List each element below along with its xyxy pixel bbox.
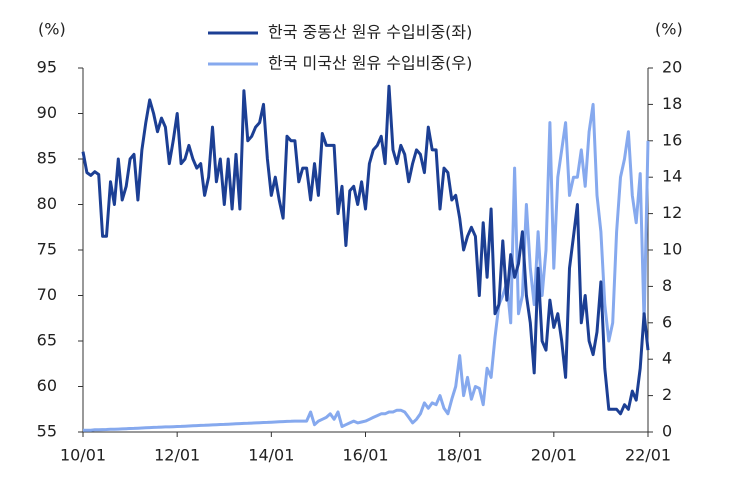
y2-tick-label: 8: [662, 276, 672, 295]
y2-tick-label: 14: [662, 167, 682, 186]
y2-tick-label: 16: [662, 130, 682, 149]
legend-label: 한국 미국산 원유 수입비중(우): [268, 54, 472, 73]
y2-tick-label: 20: [662, 58, 682, 77]
x-tick-label: 18/01: [437, 446, 483, 465]
y2-tick-label: 6: [662, 312, 672, 331]
y2-tick-label: 4: [662, 349, 672, 368]
x-tick-label: 12/01: [154, 446, 200, 465]
x-tick-label: 16/01: [342, 446, 388, 465]
y2-tick-label: 12: [662, 203, 682, 222]
y-tick-label: 85: [37, 149, 57, 168]
y-tick-label: 65: [37, 331, 57, 350]
y-tick-label: 80: [37, 194, 57, 213]
y-tick-label: 75: [37, 240, 57, 259]
y2-axis-title: (%): [655, 20, 683, 39]
x-tick-label: 14/01: [248, 446, 294, 465]
x-tick-label: 22/01: [625, 446, 671, 465]
x-tick-label: 20/01: [531, 446, 577, 465]
y-tick-label: 95: [37, 58, 57, 77]
series-line: [81, 84, 650, 416]
y2-tick-label: 18: [662, 94, 682, 113]
y-tick-label: 70: [37, 285, 57, 304]
series-line: [83, 102, 650, 432]
legend-label: 한국 중동산 원유 수입비중(좌): [268, 23, 472, 42]
y-tick-label: 55: [37, 422, 57, 441]
y-tick-label: 90: [37, 103, 57, 122]
x-tick-label: 10/01: [60, 446, 106, 465]
y2-tick-label: 0: [662, 422, 672, 441]
y2-tick-label: 10: [662, 240, 682, 259]
y-axis-title: (%): [38, 20, 66, 39]
y-tick-label: 60: [37, 376, 57, 395]
y2-tick-label: 2: [662, 385, 672, 404]
